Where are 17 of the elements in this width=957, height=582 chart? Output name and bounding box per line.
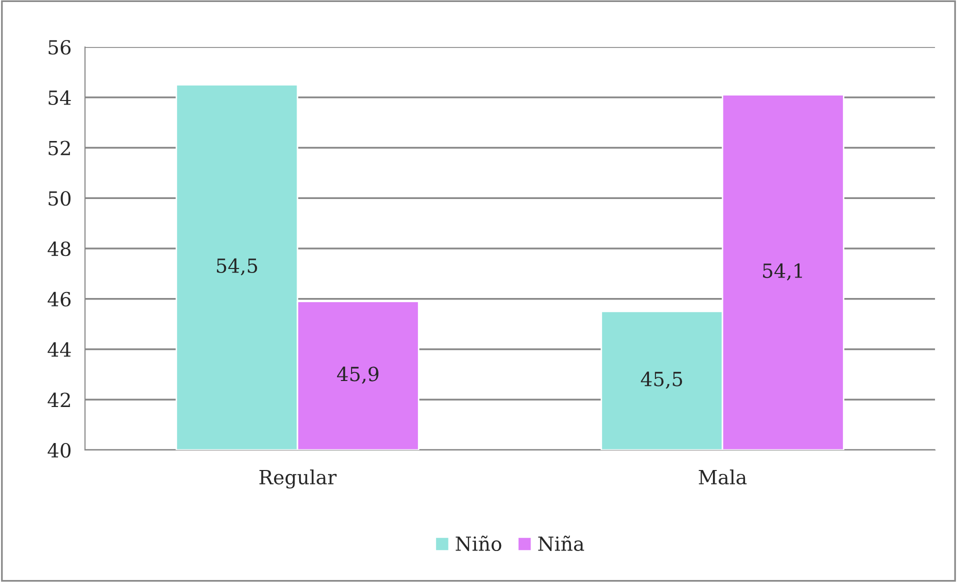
legend-label: Niño <box>456 536 502 552</box>
y-tick-label: 48 <box>48 241 70 256</box>
y-tick-label: 56 <box>48 40 71 55</box>
data-label: 54,5 <box>216 258 258 276</box>
y-tick-label: 44 <box>48 342 71 357</box>
y-tick-label: 42 <box>48 392 70 408</box>
x-tick-label: Regular <box>259 469 337 489</box>
data-label: 45,9 <box>337 366 378 384</box>
data-label: 54,1 <box>763 263 802 280</box>
x-tick-label: Mala <box>698 469 747 484</box>
legend-label: Niña <box>538 536 584 552</box>
y-tick-label: 46 <box>48 292 71 307</box>
y-tick-label: 40 <box>48 442 71 458</box>
y-tick-label: 52 <box>48 140 70 156</box>
data-label: 45,5 <box>640 372 682 389</box>
y-tick-label: 50 <box>48 191 71 206</box>
y-tick-label: 54 <box>48 90 71 106</box>
